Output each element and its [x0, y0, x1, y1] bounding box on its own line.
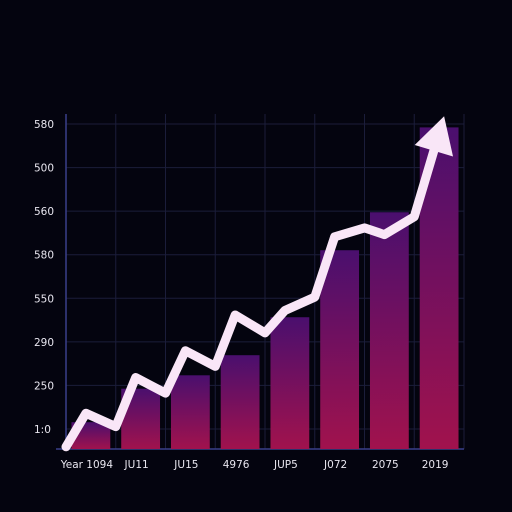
- bars: [71, 127, 459, 450]
- bar: [320, 250, 360, 449]
- x-tick-label: JU11: [124, 459, 149, 471]
- bar: [270, 317, 310, 449]
- x-tick-label: 4976: [223, 459, 250, 471]
- y-tick-label: 290: [34, 337, 54, 349]
- x-tick-label: 2075: [372, 459, 399, 471]
- y-axis-tick-labels: 1:0 250 290 550 580 560 500 580: [34, 119, 54, 436]
- x-tick-label: JUP5: [273, 459, 298, 471]
- y-tick-label: 560: [34, 206, 54, 218]
- x-tick-label: JU15: [173, 459, 198, 471]
- trend-arrowhead: [414, 116, 454, 157]
- x-tick-label: Year 1094: [60, 459, 114, 471]
- x-axis-tick-labels: Year 1094 JU11 JU15 4976 JUP5 J072 2075 2019: [60, 459, 449, 471]
- gridlines: [65, 114, 465, 449]
- bar: [170, 375, 210, 449]
- bar: [369, 212, 409, 449]
- trend-arrow: [61, 116, 454, 452]
- x-tick-label: 2019: [422, 459, 449, 471]
- y-tick-label: 550: [34, 293, 54, 305]
- trend-arrow-line: [61, 146, 439, 452]
- y-tick-label: 250: [34, 380, 54, 392]
- bar: [220, 355, 260, 449]
- y-tick-label: 580: [34, 250, 54, 262]
- x-tick-label: J072: [323, 459, 347, 471]
- y-tick-label: 1:0: [34, 424, 51, 436]
- y-tick-label: 580: [34, 119, 54, 131]
- y-tick-label: 500: [34, 163, 54, 175]
